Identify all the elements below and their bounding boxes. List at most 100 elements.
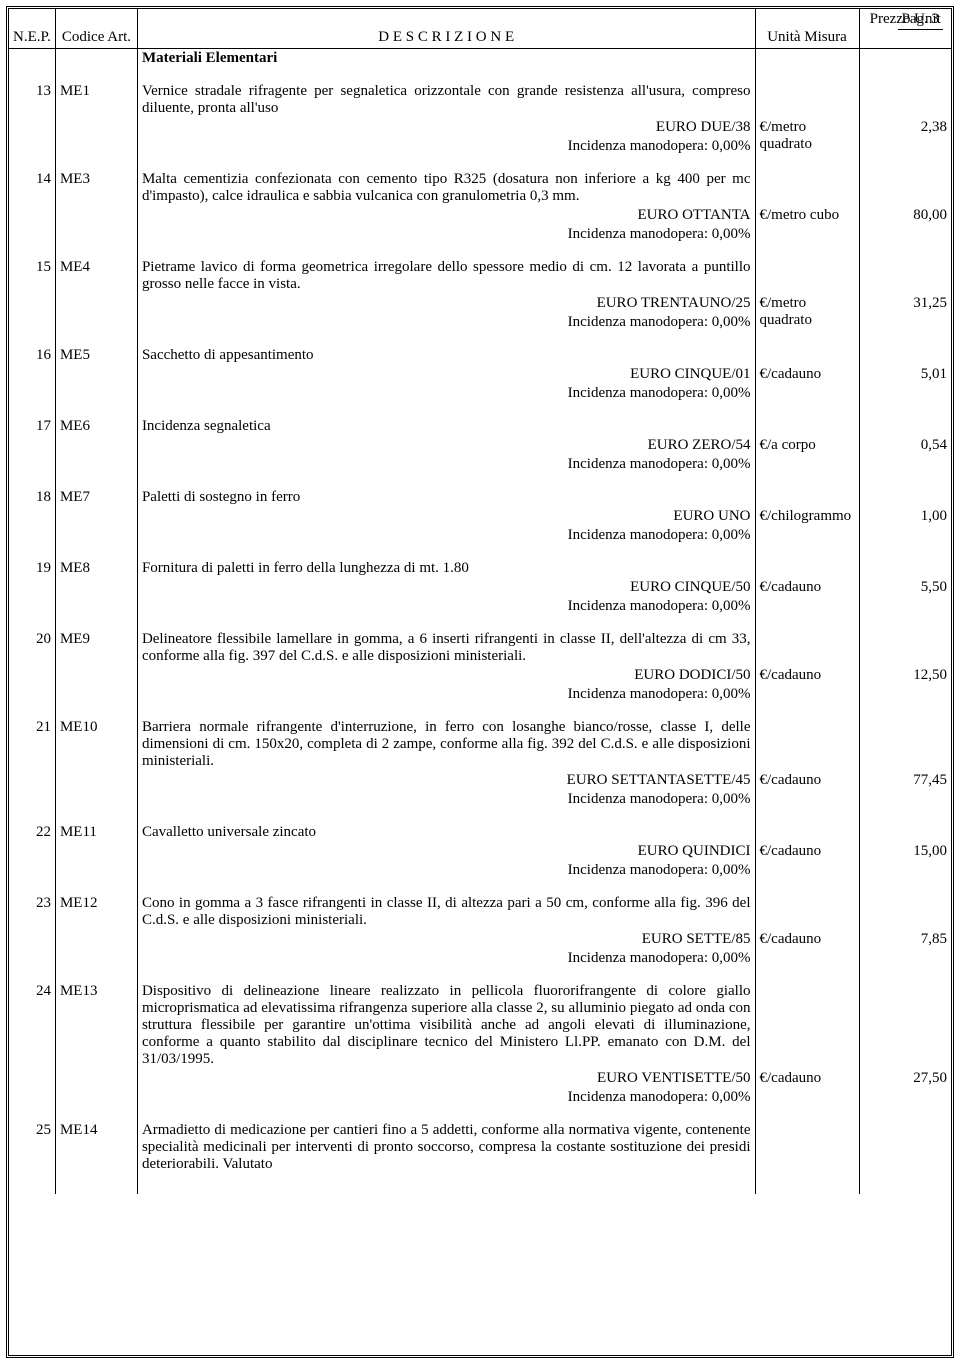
- cell-cod: ME14: [55, 1121, 137, 1174]
- cell-cod: ME1: [55, 82, 137, 118]
- spacer-row: [9, 704, 951, 718]
- cell-incidenza: Incidenza manodopera: 0,00%: [137, 384, 755, 403]
- item-row: 20ME9Delineatore flessibile lamellare in…: [9, 630, 951, 666]
- item-row: 19ME8Fornitura di paletti in ferro della…: [9, 559, 951, 578]
- cell-cod: ME9: [55, 630, 137, 666]
- cell-euro-text: EURO SETTE/85: [137, 930, 755, 949]
- item-row: 15ME4Pietrame lavico di forma geometrica…: [9, 258, 951, 294]
- cell-cod: ME8: [55, 559, 137, 578]
- cell-incidenza: Incidenza manodopera: 0,00%: [137, 861, 755, 880]
- item-euro-row: EURO SETTE/85€/cadauno7,85: [9, 930, 951, 949]
- spacer-row: [9, 474, 951, 488]
- spacer-row: [9, 1107, 951, 1121]
- item-euro-row: EURO CINQUE/50€/cadauno5,50: [9, 578, 951, 597]
- cell-desc: Vernice stradale rifragente per segnalet…: [137, 82, 755, 118]
- spacer-row: [9, 545, 951, 559]
- cell-desc: Armadietto di medicazione per cantieri f…: [137, 1121, 755, 1174]
- cell-desc: Sacchetto di appesantimento: [137, 346, 755, 365]
- cell-price: 12,50: [859, 666, 951, 685]
- item-euro-row: EURO VENTISETTE/50€/cadauno27,50: [9, 1069, 951, 1088]
- cell-unit: €/a corpo: [755, 436, 859, 474]
- cell-price: 7,85: [859, 930, 951, 949]
- cell-price: 5,50: [859, 578, 951, 597]
- section-title: Materiali Elementari: [137, 49, 755, 69]
- cell-incidenza: Incidenza manodopera: 0,00%: [137, 313, 755, 332]
- cell-euro-text: EURO CINQUE/01: [137, 365, 755, 384]
- item-euro-row: EURO CINQUE/01€/cadauno5,01: [9, 365, 951, 384]
- cell-unit: €/cadauno: [755, 930, 859, 968]
- cell-desc: Paletti di sostegno in ferro: [137, 488, 755, 507]
- cell-nep: 20: [9, 630, 55, 666]
- cell-unit: €/cadauno: [755, 578, 859, 616]
- cell-incidenza: Incidenza manodopera: 0,00%: [137, 597, 755, 616]
- spacer-row: [9, 968, 951, 982]
- cell-nep: 18: [9, 488, 55, 507]
- cell-incidenza: Incidenza manodopera: 0,00%: [137, 1088, 755, 1107]
- cell-euro-text: EURO UNO: [137, 507, 755, 526]
- item-euro-row: EURO UNO€/chilogrammo1,00: [9, 507, 951, 526]
- item-euro-row: EURO TRENTAUNO/25€/metro quadrato31,25: [9, 294, 951, 313]
- cell-cod: ME5: [55, 346, 137, 365]
- item-row: 23ME12Cono in gomma a 3 fasce rifrangent…: [9, 894, 951, 930]
- item-row: 22ME11Cavalletto universale zincato: [9, 823, 951, 842]
- cell-price: 5,01: [859, 365, 951, 384]
- item-euro-row: EURO SETTANTASETTE/45€/cadauno77,45: [9, 771, 951, 790]
- table-header-row: N.E.P. Codice Art. D E S C R I Z I O N E…: [9, 9, 951, 49]
- cell-desc: Incidenza segnaletica: [137, 417, 755, 436]
- spacer-row: [9, 332, 951, 346]
- cell-unit: €/metro cubo: [755, 206, 859, 244]
- spacer-row: [9, 880, 951, 894]
- cell-desc: Fornitura di paletti in ferro della lung…: [137, 559, 755, 578]
- cell-price: 31,25: [859, 294, 951, 313]
- cell-price: 1,00: [859, 507, 951, 526]
- cell-nep: 19: [9, 559, 55, 578]
- cell-cod: ME11: [55, 823, 137, 842]
- cell-desc: Cavalletto universale zincato: [137, 823, 755, 842]
- price-table: N.E.P. Codice Art. D E S C R I Z I O N E…: [9, 9, 951, 1194]
- spacer-row: [9, 616, 951, 630]
- page-frame: Pag. 3 N.E.P. Codice Art. D E S C R I Z …: [6, 6, 954, 1358]
- section-title-row: Materiali Elementari: [9, 49, 951, 69]
- cell-unit: €/cadauno: [755, 365, 859, 403]
- header-desc: D E S C R I Z I O N E: [137, 9, 755, 49]
- bottom-filler: [9, 1174, 951, 1194]
- item-row: 18ME7Paletti di sostegno in ferro: [9, 488, 951, 507]
- page-number: Pag. 3: [898, 11, 944, 30]
- cell-price: 80,00: [859, 206, 951, 225]
- item-euro-row: EURO ZERO/54€/a corpo0,54: [9, 436, 951, 455]
- cell-desc: Barriera normale rifrangente d'interruzi…: [137, 718, 755, 771]
- cell-nep: 14: [9, 170, 55, 206]
- table-body: Materiali Elementari 13ME1Vernice strada…: [9, 49, 951, 1195]
- cell-unit: €/cadauno: [755, 666, 859, 704]
- cell-desc: Delineatore flessibile lamellare in gomm…: [137, 630, 755, 666]
- cell-desc: Pietrame lavico di forma geometrica irre…: [137, 258, 755, 294]
- spacer-row: [9, 68, 951, 82]
- cell-unit: €/metro quadrato: [755, 118, 859, 156]
- item-row: 17ME6Incidenza segnaletica: [9, 417, 951, 436]
- cell-incidenza: Incidenza manodopera: 0,00%: [137, 455, 755, 474]
- item-row: 25ME14Armadietto di medicazione per cant…: [9, 1121, 951, 1174]
- cell-nep: 13: [9, 82, 55, 118]
- header-nep: N.E.P.: [9, 9, 55, 49]
- cell-price: 15,00: [859, 842, 951, 861]
- item-row: 21ME10Barriera normale rifrangente d'int…: [9, 718, 951, 771]
- item-euro-row: EURO QUINDICI€/cadauno15,00: [9, 842, 951, 861]
- cell-euro-text: EURO QUINDICI: [137, 842, 755, 861]
- cell-desc: Dispositivo di delineazione lineare real…: [137, 982, 755, 1069]
- cell-desc: Cono in gomma a 3 fasce rifrangenti in c…: [137, 894, 755, 930]
- cell-euro-text: EURO OTTANTA: [137, 206, 755, 225]
- cell-cod: ME4: [55, 258, 137, 294]
- cell-euro-text: EURO TRENTAUNO/25: [137, 294, 755, 313]
- cell-unit: €/metro quadrato: [755, 294, 859, 332]
- cell-unit: €/cadauno: [755, 771, 859, 809]
- header-cod: Codice Art.: [55, 9, 137, 49]
- cell-incidenza: Incidenza manodopera: 0,00%: [137, 137, 755, 156]
- cell-unit: €/cadauno: [755, 842, 859, 880]
- cell-nep: 23: [9, 894, 55, 930]
- spacer-row: [9, 156, 951, 170]
- cell-cod: ME7: [55, 488, 137, 507]
- cell-euro-text: EURO VENTISETTE/50: [137, 1069, 755, 1088]
- cell-euro-text: EURO CINQUE/50: [137, 578, 755, 597]
- cell-cod: ME10: [55, 718, 137, 771]
- cell-price: 2,38: [859, 118, 951, 137]
